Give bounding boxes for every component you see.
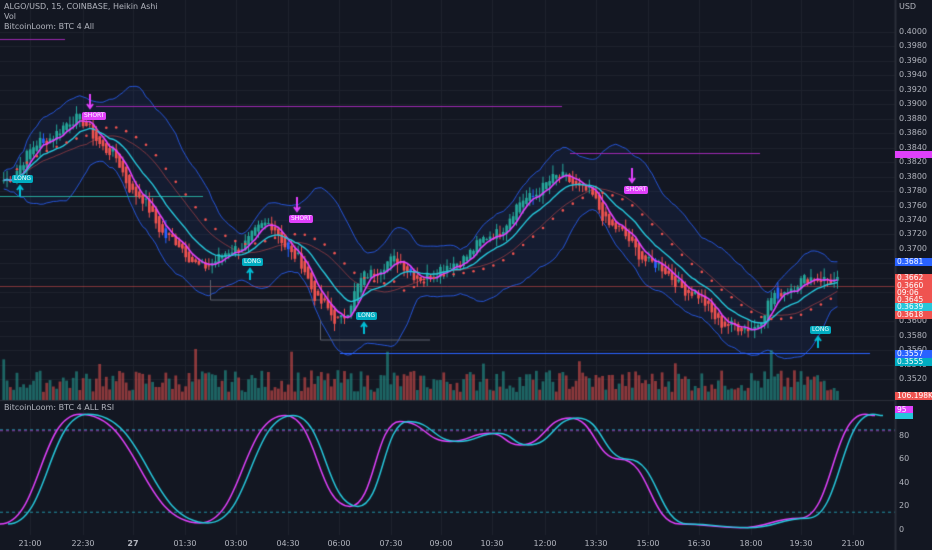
price-tick: 0.3780 <box>899 186 927 196</box>
price-level-label: 0.3662 <box>895 274 932 282</box>
rsi-tick: 60 <box>899 454 910 464</box>
price-tick: 0.3580 <box>899 330 927 340</box>
price-tick: 0.3740 <box>899 214 927 224</box>
volume-legend[interactable]: Vol <box>4 12 16 21</box>
price-tick: 0.3820 <box>899 157 927 167</box>
price-level-label: 0.3557 <box>895 350 932 358</box>
time-tick: 10:30 <box>480 539 504 548</box>
price-tick: 0.3560 <box>899 345 927 354</box>
time-tick: 18:00 <box>739 539 763 548</box>
time-tick: 12:00 <box>533 539 557 548</box>
rsi-tick: 0 <box>899 525 905 534</box>
price-tick: 0.3600 <box>899 316 927 326</box>
time-tick: 09:00 <box>429 539 453 548</box>
time-tick: 07:30 <box>379 539 403 548</box>
rsi-legend[interactable]: BitcoinLoom: BTC 4 ALL RSI <box>4 403 115 412</box>
price-tick: 0.3760 <box>899 200 927 210</box>
price-level-label: 0.3555 <box>895 358 932 366</box>
price-tick: 0.3520 <box>899 374 927 383</box>
price-level-label: 0.3681 <box>895 258 932 266</box>
price-level-label <box>895 151 932 158</box>
price-scale[interactable]: USD 0.4000 0.3980 0.3960 0.3940 0.3920 0.3900 0… <box>895 0 932 550</box>
time-tick: 04:30 <box>276 539 300 548</box>
time-tick: 21:00 <box>841 539 865 548</box>
time-tick: 13:30 <box>584 539 608 548</box>
price-level-label: 0.3660 <box>895 282 932 290</box>
volume-value-label: 106.198K <box>895 391 932 400</box>
rsi-tick: 20 <box>899 501 910 511</box>
price-tick: 0.3880 <box>899 113 927 123</box>
rsi-current-marker <box>895 413 913 419</box>
price-tick: 0.3720 <box>899 229 927 239</box>
time-tick: 21:00 <box>18 539 42 548</box>
time-tick: 06:00 <box>327 539 351 548</box>
price-tick: 0.3920 <box>899 84 927 94</box>
indicator-legend[interactable]: BitcoinLoom: BTC 4 All <box>4 22 95 31</box>
price-tick: 0.3840 <box>899 142 927 152</box>
time-tick: 27 <box>127 539 139 548</box>
time-tick: 22:30 <box>71 539 95 548</box>
price-tick: 0.3960 <box>899 55 927 65</box>
price-tick: 0.4000 <box>899 27 927 36</box>
time-tick: 03:00 <box>224 539 248 548</box>
rsi-tick: 80 <box>899 430 910 440</box>
price-tick: 0.3860 <box>899 128 927 138</box>
time-tick: 19:30 <box>789 539 813 548</box>
symbol-legend[interactable]: ALGO/USD, 15, COINBASE, Heikin Ashi <box>4 2 158 11</box>
price-tick: 0.3900 <box>899 99 927 109</box>
price-unit-label: USD <box>899 2 917 11</box>
rsi-tick: 40 <box>899 477 910 487</box>
price-level-label: 0.3618 <box>895 311 932 319</box>
time-tick: 15:00 <box>636 539 660 548</box>
price-level-label: 0.3645 <box>895 296 932 304</box>
rsi-current-value: 95 <box>895 406 913 414</box>
price-tick: 0.3980 <box>899 41 927 51</box>
time-tick: 01:30 <box>173 539 197 548</box>
price-tick: 0.3700 <box>899 243 927 253</box>
price-tick: 0.3800 <box>899 171 927 181</box>
price-level-label: 0.3639 <box>895 303 932 311</box>
price-level-label: 09:06 <box>895 289 932 297</box>
time-scale[interactable]: 21:00 22:30 27 01:30 03:00 04:30 06:00 07:30 09:… <box>0 535 895 550</box>
price-tick: 0.3940 <box>899 70 927 80</box>
time-tick: 16:30 <box>687 539 711 548</box>
